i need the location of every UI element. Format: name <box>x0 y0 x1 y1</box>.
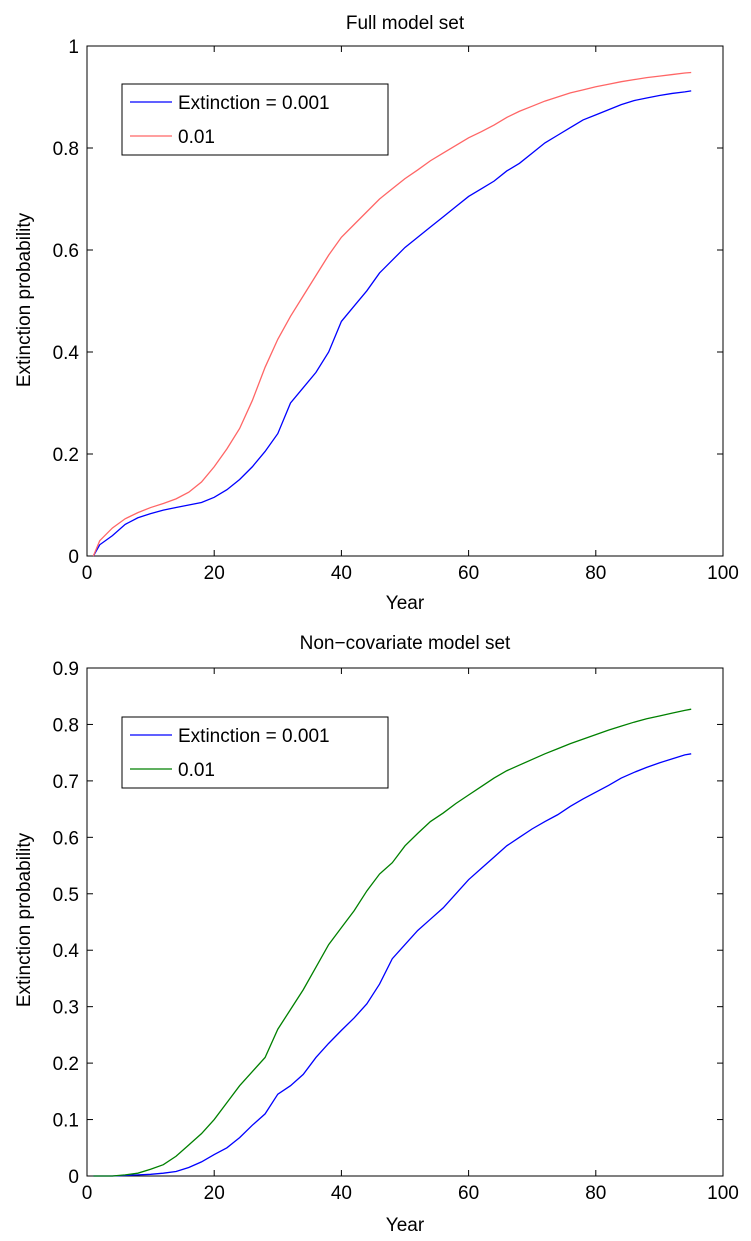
series-line-1 <box>93 753 692 1177</box>
y-tick-label: 0.9 <box>53 659 79 680</box>
y-tick-label: 0.2 <box>53 1054 79 1075</box>
y-tick-label: 0.5 <box>53 885 79 906</box>
x-tick-label: 20 <box>204 563 225 584</box>
y-tick-label: 0 <box>68 1167 79 1188</box>
legend-box <box>121 83 389 156</box>
chart-non-covariate-model-set: Non−covariate model set Year Extinction … <box>14 633 739 1236</box>
x-tick-label: 40 <box>331 1183 352 1204</box>
chart-full-model-set: Full model set Year Extinction probabili… <box>14 13 739 614</box>
x-tick-label: 40 <box>331 563 352 584</box>
y-tick-label: 0.4 <box>53 941 80 962</box>
plot-area-top: 0 20 40 60 80 100 0 0.2 0.4 0.6 0.8 1 Extinction = 0… <box>53 37 739 584</box>
y-tick-label: 0.3 <box>53 998 79 1019</box>
chart-title: Full model set <box>346 13 465 34</box>
legend-entry: 0.01 <box>178 760 215 781</box>
x-axis-label: Year <box>386 593 425 614</box>
legend-entry: Extinction = 0.001 <box>178 726 330 747</box>
y-tick-label: 0.4 <box>53 343 80 364</box>
x-tick-label: 100 <box>707 563 739 584</box>
y-tick-label: 0.1 <box>53 1111 79 1132</box>
series-line-2 <box>93 708 692 1177</box>
x-tick-label: 0 <box>82 1183 93 1204</box>
y-tick-label: 1 <box>68 37 79 58</box>
y-axis-label: Extinction probability <box>14 212 35 387</box>
legend: Extinction = 0.001 0.01 <box>121 83 389 156</box>
legend: Extinction = 0.001 0.01 <box>121 716 389 789</box>
y-tick-label: 0.6 <box>53 241 79 262</box>
x-tick-label: 100 <box>707 1183 739 1204</box>
legend-box <box>121 716 389 789</box>
x-axis-label: Year <box>386 1215 425 1236</box>
legend-entry: 0.01 <box>178 127 215 148</box>
series-line-1 <box>92 90 692 557</box>
axes-box <box>86 667 724 1177</box>
x-tick-label: 80 <box>585 563 606 584</box>
x-tick-label: 80 <box>585 1183 606 1204</box>
series-line-2 <box>92 71 692 557</box>
x-tick-label: 60 <box>458 563 479 584</box>
y-tick-label: 0 <box>68 547 79 568</box>
y-tick-label: 0.7 <box>53 772 79 793</box>
y-tick-label: 0.8 <box>53 139 79 160</box>
y-tick-label: 0.8 <box>53 715 79 736</box>
x-tick-label: 0 <box>82 563 93 584</box>
chart-title: Non−covariate model set <box>300 633 511 654</box>
plot-area-bottom: 0 20 40 60 80 100 0 0.1 0.2 0.3 0.4 0.5 0.6 0.7 0.8 0.9… <box>53 659 739 1204</box>
y-axis-label: Extinction probability <box>14 832 35 1007</box>
y-tick-label: 0.6 <box>53 828 79 849</box>
y-tick-label: 0.2 <box>53 445 79 466</box>
legend-entry: Extinction = 0.001 <box>178 93 330 114</box>
x-tick-label: 60 <box>458 1183 479 1204</box>
axes-box <box>86 45 724 557</box>
x-tick-label: 20 <box>204 1183 225 1204</box>
